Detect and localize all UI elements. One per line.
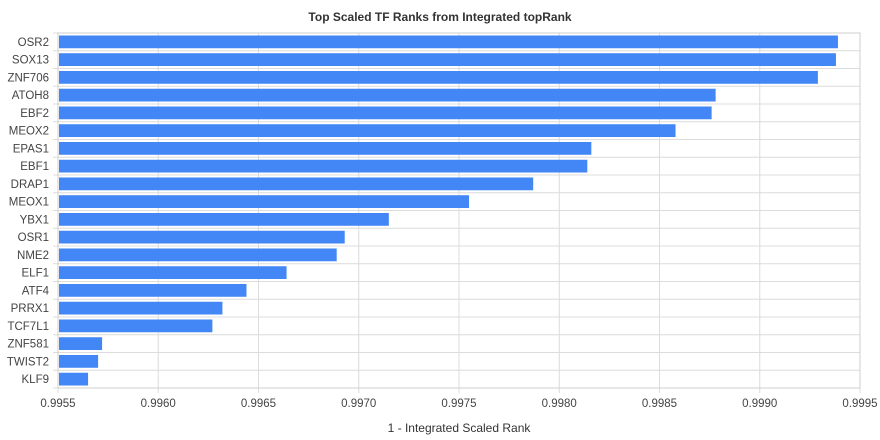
x-tick-label: 0.9965 [241, 398, 276, 410]
bars [59, 35, 838, 386]
bar[interactable] [59, 266, 287, 280]
plot-area [57, 32, 861, 389]
bar[interactable] [59, 88, 716, 102]
x-tick-label: 0.9975 [441, 398, 476, 410]
bar[interactable] [59, 372, 89, 386]
x-tick-label: 0.9990 [742, 398, 777, 410]
y-category-label: TCF7L1 [7, 321, 49, 333]
y-category-label: OSR2 [18, 37, 49, 49]
y-category-label: NME2 [17, 250, 49, 262]
y-category-label: ZNF706 [7, 72, 49, 84]
y-category-label: TWIST2 [7, 356, 49, 368]
y-category-label: DRAP1 [11, 179, 49, 191]
category-labels: OSR2 SOX13 ZNF706 ATOH8 EBF2 MEOX2 EPAS1 EBF1 DR… [7, 37, 50, 386]
x-axis-title: 1 - Integrated Scaled Rank [388, 421, 532, 435]
x-tick-label: 0.9980 [542, 398, 577, 410]
chart-title: Top Scaled TF Ranks from Integrated topR… [308, 10, 571, 24]
x-tick-label: 0.9955 [40, 398, 75, 410]
bar[interactable] [59, 159, 588, 173]
x-tick-label: 0.9970 [341, 398, 376, 410]
bar[interactable] [59, 212, 389, 226]
bar[interactable] [59, 35, 838, 49]
bar[interactable] [59, 141, 592, 155]
bar[interactable] [59, 177, 534, 191]
y-category-label: EBF1 [20, 161, 49, 173]
bar[interactable] [59, 319, 213, 333]
y-category-label: EBF2 [20, 108, 49, 120]
y-category-label: MEOX2 [9, 126, 49, 138]
y-category-label: EPAS1 [13, 143, 49, 155]
bar[interactable] [59, 53, 836, 67]
bar[interactable] [59, 301, 223, 315]
bar[interactable] [59, 337, 103, 351]
x-tick-labels: 0.9955 0.9960 0.9965 0.9970 0.9975 0.9980 0.99… [40, 398, 877, 410]
x-tick-label: 0.9985 [642, 398, 677, 410]
y-category-label: ATF4 [22, 285, 50, 297]
y-category-label: MEOX1 [9, 197, 49, 209]
y-category-label: YBX1 [20, 214, 49, 226]
bar[interactable] [59, 283, 247, 297]
y-category-label: ZNF581 [7, 339, 49, 351]
y-category-label: OSR1 [18, 232, 49, 244]
y-category-label: SOX13 [12, 55, 49, 67]
x-tick-label: 0.9960 [141, 398, 176, 410]
bar[interactable] [59, 70, 818, 84]
bar[interactable] [59, 195, 470, 209]
bar[interactable] [59, 230, 345, 244]
x-tick-label: 0.9995 [842, 398, 877, 410]
bar[interactable] [59, 248, 337, 262]
y-category-label: KLF9 [22, 374, 50, 386]
bar[interactable] [59, 354, 99, 368]
bar[interactable] [59, 106, 712, 120]
y-category-label: PRRX1 [11, 303, 49, 315]
y-category-label: ATOH8 [12, 90, 49, 102]
bar[interactable] [59, 124, 676, 138]
y-category-label: ELF1 [22, 268, 50, 280]
